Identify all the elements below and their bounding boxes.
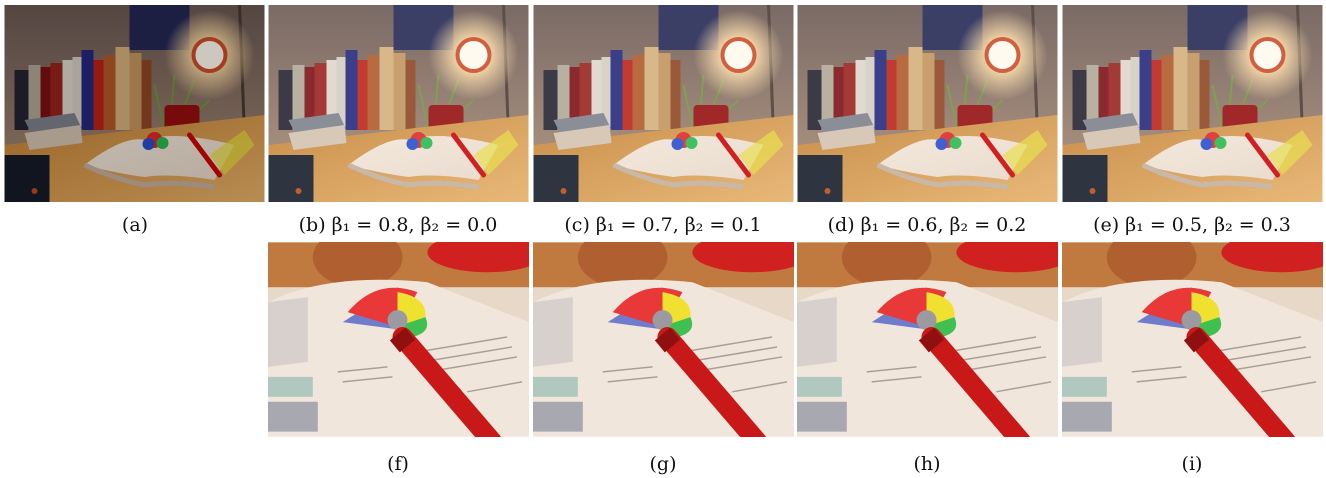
photo-c [533, 5, 794, 202]
photo-d [797, 5, 1058, 202]
figure: (a) (b) β₁ = 0.8, β₂ = 0.0 (c) β₁ = 0.7,… [0, 0, 1326, 478]
crop-i [1062, 242, 1323, 437]
photo-b [268, 5, 529, 202]
photo-e [1062, 5, 1323, 202]
caption: (e) β₁ = 0.5, β₂ = 0.3 [1060, 214, 1324, 236]
caption: (i) [1060, 453, 1324, 475]
caption: (h) [795, 453, 1059, 475]
caption: (g) [531, 453, 795, 475]
caption: (f) [266, 453, 530, 475]
crop-h [797, 242, 1058, 437]
caption: (b) β₁ = 0.8, β₂ = 0.0 [266, 214, 530, 236]
crop-g [533, 242, 794, 437]
caption: (c) β₁ = 0.7, β₂ = 0.1 [531, 214, 795, 236]
photo-a [4, 5, 265, 202]
caption: (d) β₁ = 0.6, β₂ = 0.2 [795, 214, 1059, 236]
caption: (a) [3, 214, 267, 236]
crop-f [268, 242, 529, 437]
